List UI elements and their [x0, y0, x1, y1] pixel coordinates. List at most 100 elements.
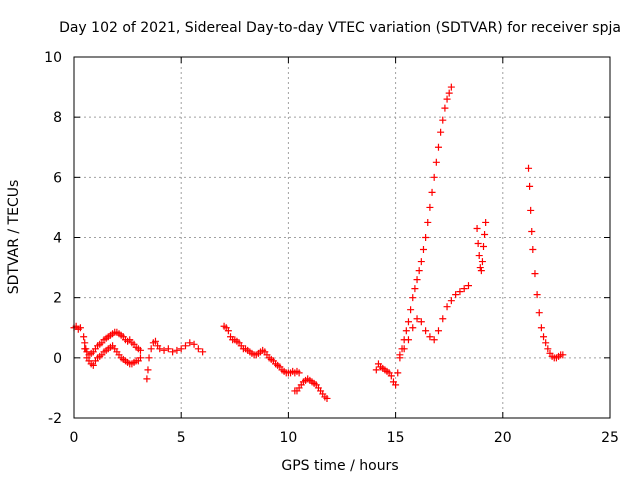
- data-point: [417, 258, 425, 266]
- y-tick-labels: -2 0 2 4 6 8 10: [44, 50, 62, 427]
- data-point: [80, 333, 88, 341]
- data-points: [70, 83, 567, 402]
- data-point: [81, 345, 89, 353]
- series-seg-g: [396, 282, 472, 359]
- y-tick-label: 8: [53, 110, 62, 126]
- data-point: [392, 381, 400, 389]
- data-point: [481, 230, 489, 238]
- data-point: [396, 351, 404, 359]
- data-point: [480, 243, 488, 251]
- data-point: [447, 83, 455, 91]
- chart-title: Day 102 of 2021, Sidereal Day-to-day VTE…: [59, 20, 621, 36]
- data-point: [424, 218, 432, 226]
- data-point: [443, 95, 451, 103]
- data-point: [529, 246, 537, 254]
- data-point: [387, 372, 395, 380]
- data-point: [544, 345, 552, 353]
- data-point: [411, 285, 419, 293]
- data-point: [527, 206, 535, 214]
- data-point: [417, 318, 425, 326]
- data-point: [422, 327, 430, 335]
- data-point: [419, 246, 427, 254]
- data-point: [439, 315, 447, 323]
- data-point: [164, 345, 172, 353]
- data-point: [473, 224, 481, 232]
- data-point: [434, 143, 442, 151]
- data-point: [136, 354, 144, 362]
- data-point: [535, 309, 543, 317]
- data-point: [456, 288, 464, 296]
- data-point: [443, 303, 451, 311]
- y-tick-label: 2: [53, 291, 62, 307]
- data-point: [186, 339, 194, 347]
- data-point: [409, 324, 417, 332]
- x-tick-label: 15: [387, 430, 405, 446]
- data-point: [160, 346, 168, 354]
- data-point: [452, 291, 460, 299]
- data-point: [295, 369, 303, 377]
- data-point: [143, 375, 151, 383]
- data-point: [475, 252, 483, 260]
- data-point: [194, 345, 202, 353]
- series-seg-a: [70, 322, 144, 359]
- data-point: [422, 234, 430, 241]
- y-tick-label: 10: [44, 50, 62, 66]
- data-point: [474, 240, 482, 248]
- x-tick-label: 20: [494, 430, 512, 446]
- data-point: [181, 342, 189, 350]
- axis-ticks: [73, 56, 611, 419]
- data-point: [404, 318, 412, 326]
- y-tick-label: 6: [53, 170, 62, 186]
- data-point: [177, 345, 185, 353]
- data-point: [478, 258, 486, 266]
- data-point: [426, 333, 434, 341]
- data-point: [415, 267, 423, 275]
- data-point: [531, 270, 539, 278]
- series-seg-d: [220, 322, 303, 377]
- data-point: [528, 227, 536, 235]
- data-point: [402, 327, 410, 335]
- data-point: [144, 366, 152, 374]
- data-point: [323, 394, 331, 402]
- data-point: [76, 324, 84, 332]
- data-point: [533, 291, 541, 299]
- data-point: [169, 348, 177, 356]
- series-seg-i: [525, 164, 567, 362]
- data-point: [413, 315, 421, 323]
- series-seg-f: [372, 83, 455, 389]
- data-point: [413, 276, 421, 284]
- data-point: [525, 164, 533, 172]
- data-point: [190, 340, 198, 348]
- data-point: [460, 285, 468, 293]
- data-point: [409, 294, 417, 302]
- series-seg-b: [81, 342, 144, 369]
- data-point: [432, 158, 440, 166]
- data-point: [542, 339, 550, 347]
- data-point: [147, 345, 155, 353]
- data-point: [173, 346, 181, 354]
- data-point: [445, 89, 453, 97]
- data-point: [407, 306, 415, 314]
- data-point: [89, 361, 97, 369]
- data-point: [136, 346, 144, 354]
- data-point: [151, 337, 159, 345]
- data-point: [81, 339, 89, 347]
- data-point: [145, 354, 153, 362]
- data-point: [464, 282, 472, 290]
- x-tick-label: 0: [70, 430, 79, 446]
- y-tick-label: -2: [48, 411, 62, 427]
- data-point: [426, 203, 434, 211]
- data-point: [540, 333, 548, 341]
- grid-lines: [74, 57, 610, 418]
- data-point: [430, 336, 438, 344]
- data-point: [394, 369, 402, 377]
- x-tick-labels: 0 5 10 15 20 25: [70, 430, 619, 446]
- x-tick-label: 25: [601, 430, 619, 446]
- series-seg-c: [143, 337, 207, 383]
- data-point: [437, 128, 445, 136]
- y-axis-label: SDTVAR / TECUs: [6, 180, 22, 295]
- x-tick-label: 10: [279, 430, 297, 446]
- data-point: [199, 348, 207, 356]
- data-point: [404, 336, 412, 344]
